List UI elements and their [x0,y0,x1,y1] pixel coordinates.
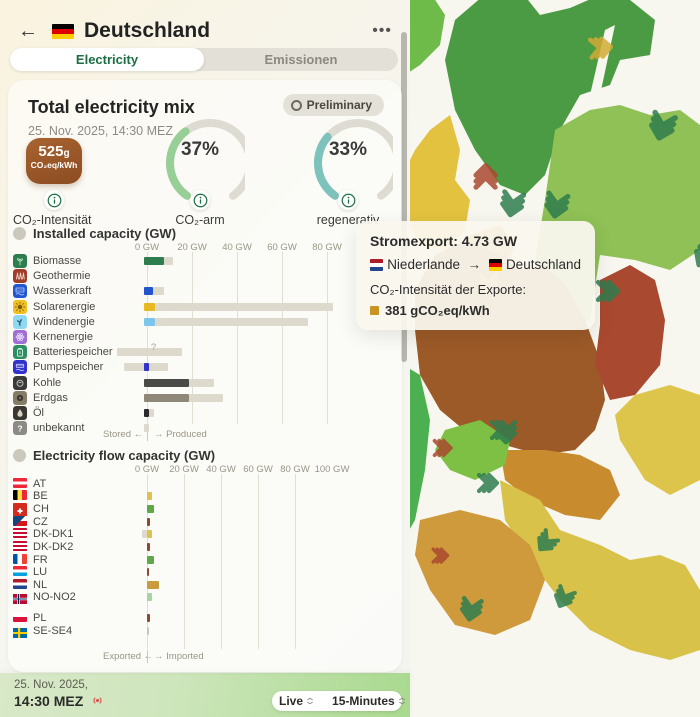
svg-text:?: ? [17,423,22,433]
